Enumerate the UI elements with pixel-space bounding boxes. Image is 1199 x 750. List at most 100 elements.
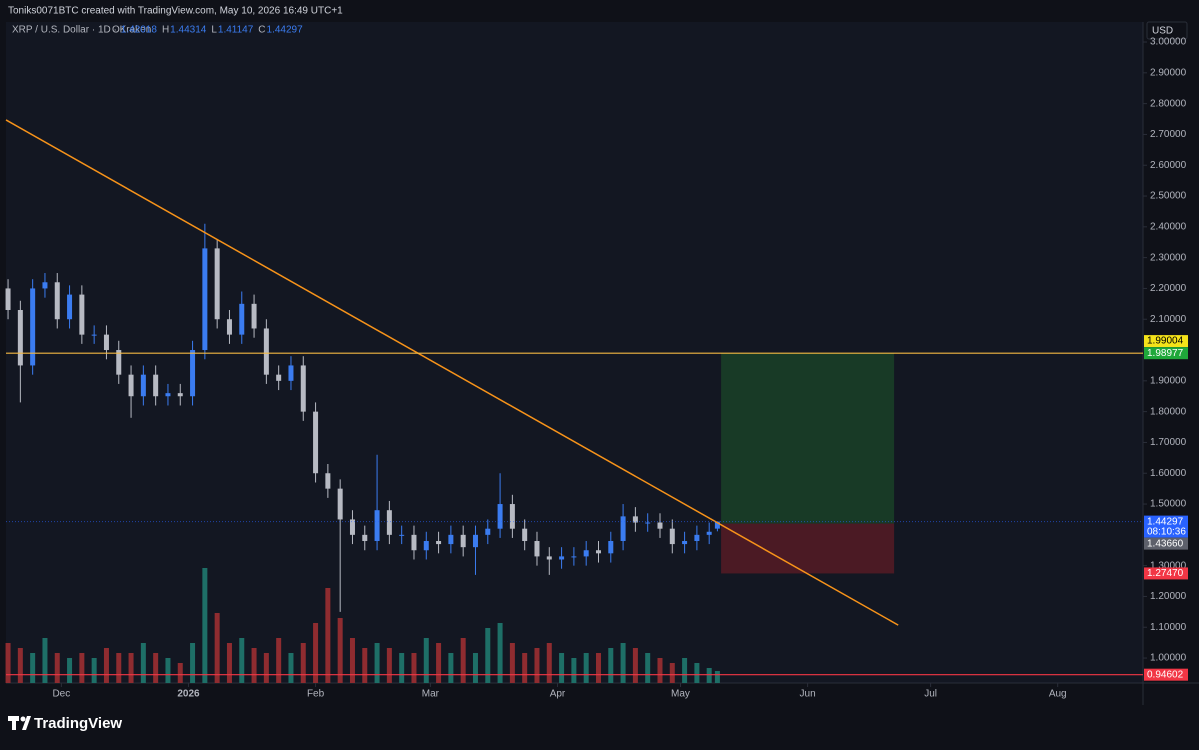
x-tick-label: Dec (52, 689, 70, 700)
volume-bar (349, 638, 355, 683)
y-tick-label: 2.20000 (1150, 283, 1187, 294)
candle-body (30, 288, 36, 366)
candle-body (54, 282, 60, 320)
y-tick-label: 2.60000 (1150, 160, 1187, 171)
x-tick-label: Jun (800, 689, 816, 700)
volume-bar (190, 643, 196, 683)
symbol: XRP / U.S. Dollar · 1D · Kraken (12, 25, 151, 36)
loss-zone (721, 523, 895, 574)
candle-body (374, 510, 380, 542)
hline-label-bg (1144, 347, 1188, 360)
hline-label-bg (1144, 668, 1188, 681)
volume-bar (251, 648, 257, 683)
countdown: 08:10:36 (1147, 526, 1186, 537)
candle-body (165, 393, 171, 397)
volume-bar (411, 653, 417, 683)
x-tick-label: 2026 (177, 689, 200, 700)
candle-body (411, 534, 417, 551)
volume-bar (116, 653, 122, 683)
candle-body (632, 516, 638, 523)
candle-body (386, 510, 392, 535)
hline-label: 1.98977 (1147, 348, 1184, 359)
volume-bar (559, 653, 565, 683)
volume-bar (103, 648, 109, 683)
candle-body (349, 519, 355, 535)
y-tick-label: 1.90000 (1150, 375, 1187, 386)
volume-bar (153, 653, 159, 683)
candle-body (177, 393, 183, 397)
y-tick-label: 3.00000 (1150, 37, 1187, 48)
candle-body (608, 541, 614, 554)
volume-bar (448, 653, 454, 683)
candle-body (620, 516, 626, 542)
volume-bar (583, 653, 589, 683)
volume-bar (436, 643, 442, 683)
volume-bar (313, 623, 319, 683)
candle-body (460, 534, 466, 548)
y-tick-label: 1.70000 (1150, 437, 1187, 448)
candle-body (42, 282, 48, 289)
y-tick-label: 2.40000 (1150, 221, 1187, 232)
y-tick-label: 2.50000 (1150, 191, 1187, 202)
volume-bar (79, 653, 85, 683)
volume-bar (460, 638, 466, 683)
candle-body (645, 522, 651, 524)
candle-body (140, 374, 146, 397)
candle-body (682, 541, 688, 545)
candle-body (128, 374, 134, 397)
candle-body (67, 294, 73, 320)
volume-bar (374, 643, 380, 683)
volume-bar (694, 663, 700, 683)
candle-body (694, 534, 700, 542)
candle-body (103, 334, 109, 351)
candle-body (190, 350, 196, 397)
candle-body (497, 504, 503, 529)
target-label-bg (1144, 335, 1188, 348)
x-tick-label: May (671, 689, 690, 700)
candle-body (657, 522, 663, 529)
volume-bar (226, 643, 232, 683)
currency-box (1146, 21, 1188, 40)
ohlc-key: L (211, 25, 217, 36)
candle-body (79, 294, 85, 335)
x-tick-label: Feb (307, 689, 325, 700)
candle-body (313, 411, 319, 474)
candle-body (153, 374, 159, 397)
x-tick-label: Jul (924, 689, 937, 700)
candle-body (251, 303, 257, 329)
candle-body (583, 550, 589, 557)
y-tick-label: 2.70000 (1150, 129, 1187, 140)
volume-bar (17, 648, 23, 683)
ohlc-value: 1.42018 (121, 25, 158, 36)
ohlc-value: 1.41147 (218, 25, 254, 36)
y-tick-label: 1.20000 (1150, 591, 1187, 602)
ohlc-value: 1.44297 (267, 25, 304, 36)
candle-body (202, 248, 208, 351)
volume-bar (91, 658, 97, 683)
volume-bar (300, 643, 306, 683)
entry-label: 1.43660 (1147, 538, 1184, 549)
candle-body (546, 556, 552, 560)
candle-body (423, 541, 429, 551)
volume-bar (669, 663, 675, 683)
plot-area (6, 22, 1143, 683)
stop-label-bg (1144, 567, 1188, 580)
volume-bar (165, 658, 171, 683)
target-label: 1.99004 (1147, 336, 1184, 347)
candle-body (226, 319, 232, 335)
candle-body (288, 365, 294, 381)
volume-bar (657, 658, 663, 683)
candle-body (472, 534, 478, 548)
currency: USD (1152, 26, 1173, 37)
candle-body (522, 528, 528, 542)
volume-bar (214, 613, 220, 683)
brand: TradingView (34, 715, 122, 732)
candle-body (714, 521, 720, 529)
volume-bar (645, 653, 651, 683)
candle-body (595, 550, 601, 554)
candle-body (300, 365, 306, 412)
volume-bar (534, 648, 540, 683)
volume-bar (276, 638, 282, 683)
